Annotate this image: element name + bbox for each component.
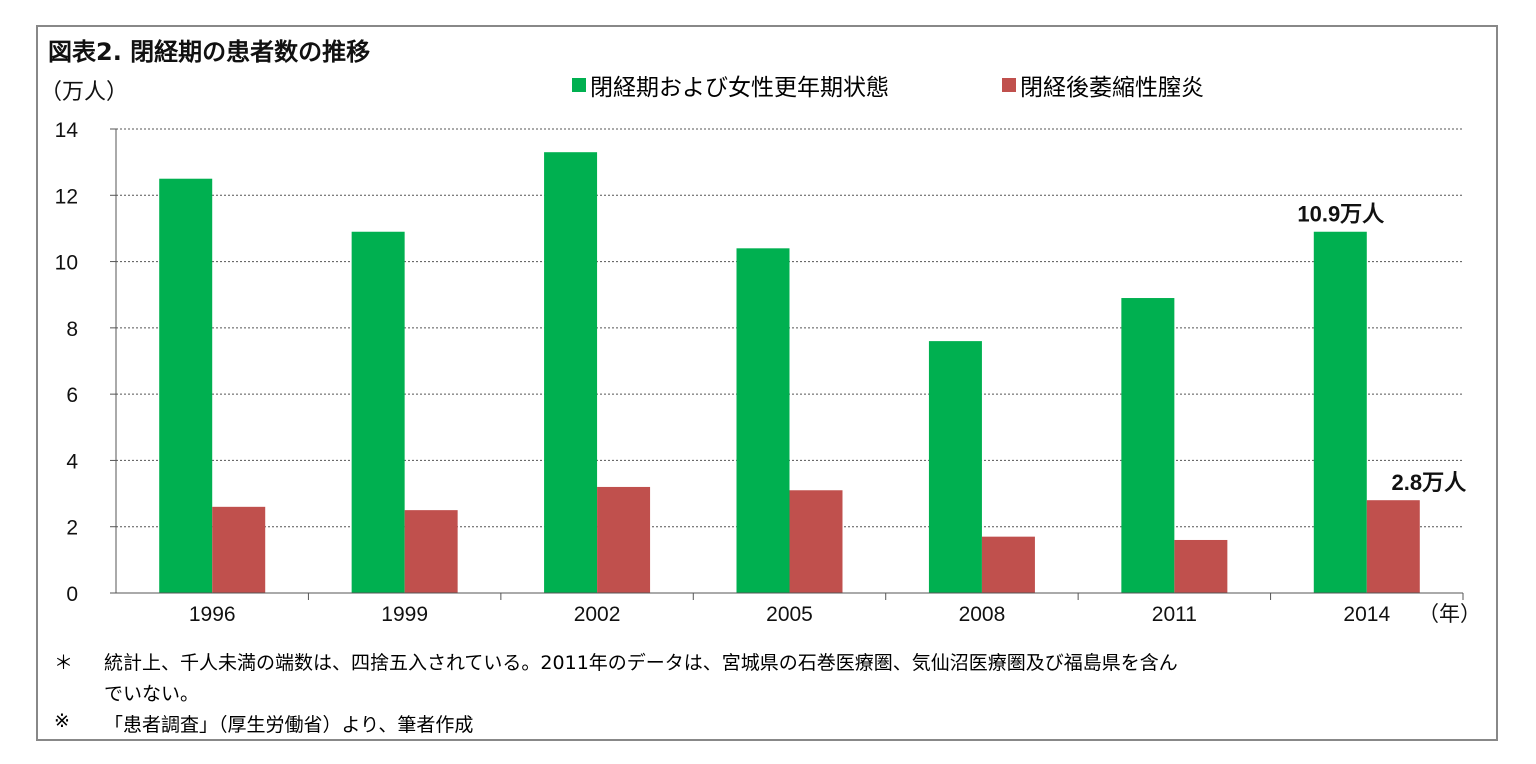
- y-tick-label: 2: [66, 517, 78, 540]
- bar-menopause-2005: [736, 248, 790, 594]
- bar-menopause-2002: [544, 152, 598, 593]
- x-axis-label: （年）: [1418, 603, 1481, 626]
- note-mark: ＊: [54, 652, 74, 674]
- y-tick-label: 10: [55, 252, 78, 275]
- x-tick-label: 2005: [766, 603, 813, 626]
- bar-menopause-2014: [1313, 231, 1367, 593]
- bar-menopause-1999: [351, 231, 405, 593]
- bar-vaginitis-1999: [404, 510, 458, 593]
- legend-swatch: [1002, 78, 1016, 92]
- bar-menopause-2011: [1121, 298, 1175, 593]
- x-tick-label: 1996: [189, 603, 236, 626]
- y-axis-unit: （万人）: [40, 80, 129, 105]
- data-label-menopause-2014: 10.9万人: [1297, 202, 1384, 227]
- bar-vaginitis-2008: [981, 536, 1035, 593]
- legend-label: 閉経後萎縮性膣炎: [1020, 75, 1204, 101]
- y-tick-label: 14: [55, 119, 79, 142]
- bar-menopause-2008: [928, 341, 982, 593]
- chart-frame: [36, 25, 1498, 741]
- y-tick-label: 0: [66, 583, 78, 606]
- y-tick-label: 4: [66, 450, 78, 473]
- source-mark: ※: [54, 710, 70, 732]
- y-tick-label: 6: [66, 384, 78, 407]
- bar-vaginitis-2011: [1174, 539, 1228, 593]
- bar-menopause-1996: [159, 178, 213, 593]
- legend-swatch: [572, 78, 586, 92]
- data-label-vaginitis-2014: 2.8万人: [1391, 470, 1466, 495]
- source-text: 「患者調査」（厚生労働省）より、筆者作成: [104, 714, 474, 736]
- x-tick-label: 2014: [1343, 603, 1390, 626]
- x-tick-label: 2008: [959, 603, 1006, 626]
- y-tick-label: 12: [55, 185, 78, 208]
- x-tick-label: 1999: [381, 603, 428, 626]
- y-tick-label: 8: [66, 318, 78, 341]
- bar-vaginitis-2002: [597, 486, 651, 593]
- legend-item-vaginitis: 閉経後萎縮性膣炎: [1002, 68, 1204, 102]
- note-text-cont: でいない。: [104, 683, 200, 705]
- x-tick-label: 2011: [1152, 603, 1197, 626]
- legend-item-menopause: 閉経期および女性更年期状態: [572, 68, 889, 102]
- note-text: 統計上、千人未満の端数は、四捨五入されている。2011年のデータは、宮城県の石巻…: [104, 652, 1178, 674]
- bar-vaginitis-2014: [1366, 500, 1420, 593]
- bar-vaginitis-1996: [212, 506, 266, 593]
- legend-label: 閉経期および女性更年期状態: [590, 75, 889, 101]
- bar-vaginitis-2005: [789, 490, 843, 593]
- chart-title: 図表2. 閉経期の患者数の推移: [48, 38, 371, 66]
- x-tick-label: 2002: [574, 603, 621, 626]
